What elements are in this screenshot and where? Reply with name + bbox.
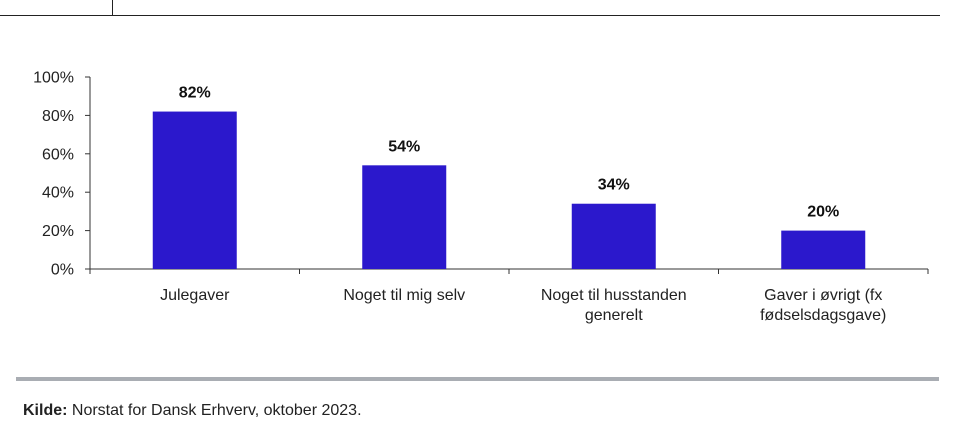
source-text: Norstat for Dansk Erhverv, oktober 2023. bbox=[67, 402, 362, 419]
bar bbox=[781, 230, 866, 269]
header-rule bbox=[0, 15, 940, 16]
category-label: Julegaver bbox=[160, 287, 230, 304]
bar-value-label: 34% bbox=[598, 177, 630, 194]
bar-value-label: 54% bbox=[388, 138, 420, 155]
y-tick-label: 0% bbox=[51, 262, 74, 279]
category-label: Gaver i øvrigt (fx fødselsdagsgave) bbox=[760, 287, 886, 324]
category-label: Noget til husstanden generelt bbox=[541, 287, 687, 324]
source-note: Kilde: Norstat for Dansk Erhverv, oktobe… bbox=[23, 402, 362, 420]
y-tick-label: 40% bbox=[42, 185, 74, 202]
source-label: Kilde: bbox=[23, 402, 68, 419]
y-tick-label: 100% bbox=[33, 70, 74, 87]
bar-value-label: 20% bbox=[807, 204, 839, 221]
bar-chart: 0% 20% 40% 60% 80% 100% 82% Julegaver 54% Noget t… bbox=[33, 70, 929, 324]
y-tick-label: 80% bbox=[42, 108, 74, 125]
category-label: Noget til mig selv bbox=[343, 287, 465, 304]
bar-value-label: 82% bbox=[179, 85, 211, 102]
bar bbox=[152, 111, 237, 269]
y-tick-label: 60% bbox=[42, 146, 74, 163]
y-tick-label: 20% bbox=[42, 223, 74, 240]
bar bbox=[362, 165, 447, 269]
bar bbox=[571, 203, 656, 269]
header-tick bbox=[112, 0, 113, 15]
footer-rule bbox=[16, 377, 939, 381]
